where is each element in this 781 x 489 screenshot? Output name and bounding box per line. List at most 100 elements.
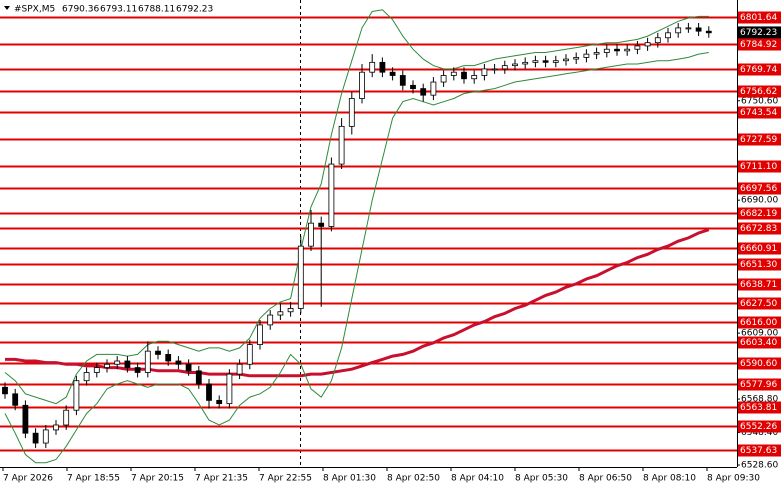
candle-body <box>318 222 325 227</box>
candle-body <box>552 60 559 63</box>
candle-body <box>471 75 478 80</box>
moving-average <box>5 228 710 378</box>
candle-body <box>104 363 110 368</box>
x-tick-label: 8 Apr 02:50 <box>387 474 440 484</box>
level-label: 6651.30 <box>740 260 777 270</box>
candle-body <box>705 30 712 34</box>
level-tag <box>738 106 781 119</box>
candle-body <box>287 308 294 313</box>
candle-body <box>134 367 141 373</box>
level-tag <box>738 85 781 98</box>
candle-body <box>206 383 212 401</box>
level-tag <box>738 401 781 414</box>
candle-body <box>185 363 192 372</box>
candle-body <box>328 163 335 227</box>
candle-body <box>512 63 518 67</box>
candle-body <box>267 314 274 326</box>
candle-body <box>257 324 263 345</box>
level-tag <box>738 38 781 51</box>
candle-body <box>93 367 100 373</box>
level-tag <box>738 444 781 457</box>
candle-body <box>53 424 59 431</box>
candle-body <box>399 75 406 86</box>
bollinger-band <box>4 52 709 464</box>
level-label: 6577.96 <box>740 380 777 390</box>
level-label: 6672.83 <box>740 224 777 234</box>
level-label: 6627.50 <box>740 299 777 309</box>
level-label: 6784.92 <box>740 40 777 50</box>
x-tick-label: 8 Apr 09:30 <box>707 474 760 484</box>
candle-body <box>410 84 416 90</box>
candle-body <box>685 27 692 30</box>
quote-open: 6790.36 <box>62 5 99 15</box>
candle-body <box>675 27 682 34</box>
symbol: #SPX,M5 <box>14 5 55 15</box>
x-tick-label: 8 Apr 08:10 <box>643 474 696 484</box>
candle-body <box>114 360 121 365</box>
header: #SPX,M5 6790.36 6793.11 6788.11 6792.23 <box>4 5 213 15</box>
level-label: 6682.19 <box>740 209 777 219</box>
level-tag <box>738 258 781 271</box>
x-tick-label: 8 Apr 01:30 <box>323 474 376 484</box>
level-tag <box>738 160 781 173</box>
candle-body <box>83 372 90 382</box>
candle-body <box>389 71 396 76</box>
level-tag <box>738 378 781 391</box>
level-tag <box>738 11 781 24</box>
level-label: 6743.54 <box>740 108 777 118</box>
candle-body <box>593 52 600 55</box>
level-label: 6590.60 <box>740 359 777 369</box>
candle-body <box>369 61 376 73</box>
level-label: 6769.74 <box>740 65 777 75</box>
level-tag <box>738 357 781 370</box>
candle-body <box>532 60 539 63</box>
candle-body <box>501 65 508 70</box>
candle-body <box>226 373 233 405</box>
candle-body <box>124 360 131 368</box>
y-tick-label: 6548.40 <box>741 428 778 438</box>
candle-body <box>379 61 386 73</box>
candle-body <box>216 399 223 405</box>
level-tag <box>738 297 781 310</box>
x-tick-label: 8 Apr 06:50 <box>579 474 632 484</box>
candle-body <box>246 344 253 365</box>
x-tick-label: 8 Apr 05:30 <box>515 474 568 484</box>
candle-body <box>573 57 580 60</box>
candle-body <box>32 432 39 444</box>
x-tick-label: 8 Apr 04:10 <box>451 474 504 484</box>
y-tick-label: 6568.80 <box>741 395 778 405</box>
level-label: 6603.40 <box>740 338 777 348</box>
candle-body <box>491 68 498 71</box>
candle-body <box>308 222 314 247</box>
level-tag <box>738 420 781 433</box>
candle-body <box>695 27 702 32</box>
candle-body <box>420 88 427 96</box>
candle-body <box>624 48 631 52</box>
candle-body <box>644 42 651 47</box>
candle-body <box>665 32 671 39</box>
x-tick-label: 7 Apr 2026 <box>3 474 53 484</box>
level-tag <box>738 182 781 195</box>
candle-body <box>22 404 29 434</box>
level-tag <box>738 222 781 235</box>
candle-body <box>195 370 202 385</box>
candle-body <box>603 48 610 53</box>
x-tick-label: 7 Apr 22:55 <box>259 474 312 484</box>
candle-body <box>175 360 182 365</box>
candle-body <box>63 409 70 426</box>
level-label: 6801.64 <box>740 13 777 23</box>
level-label: 6711.10 <box>740 162 777 172</box>
y-tick-label: 6750.60 <box>741 96 778 106</box>
level-tag <box>738 133 781 146</box>
level-label: 6638.71 <box>740 280 777 290</box>
current-price-label: 6792.23 <box>740 28 777 38</box>
quote-close: 6792.23 <box>176 5 213 15</box>
candle-body <box>461 71 467 80</box>
candle-body <box>450 71 457 76</box>
bollinger-band <box>4 9 709 405</box>
candle-body <box>522 61 529 65</box>
level-tag <box>738 278 781 291</box>
level-label: 6727.59 <box>740 135 777 145</box>
quote-low: 6788.11 <box>138 5 175 15</box>
